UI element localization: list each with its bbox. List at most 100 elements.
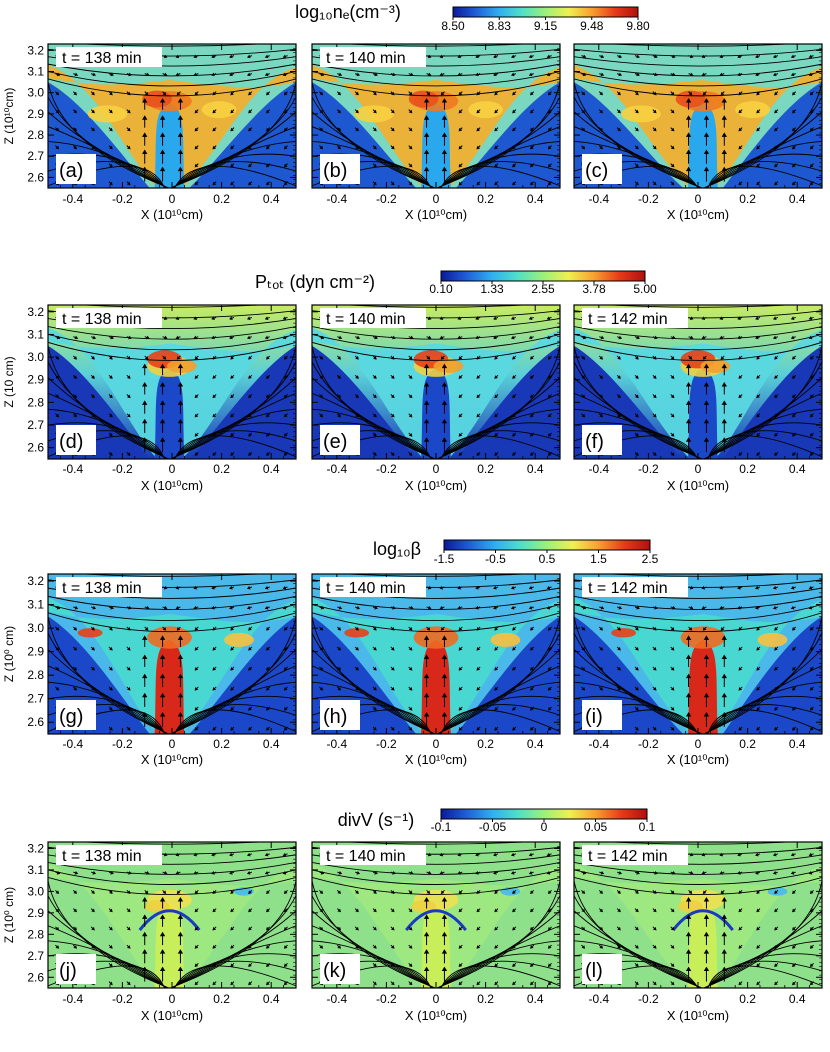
velocity-arrows (581, 852, 814, 986)
panel-b: -0.4 -0.2 0 0.2 0.4X (10¹⁰cm)t = 140 min(b) (311, 43, 561, 222)
velocity-arrowhead (194, 394, 199, 399)
stem (688, 103, 718, 188)
velocity-arrowhead (792, 963, 796, 967)
velocity-arrowhead (427, 585, 432, 590)
velocity-arrowhead (703, 692, 710, 698)
velocity-arrowhead (581, 687, 586, 691)
velocity-arrowhead (230, 91, 234, 96)
velocity-arrowhead (246, 316, 251, 320)
field-line (312, 612, 560, 633)
velocity-arrowhead (266, 413, 270, 418)
velocity-arrowhead (701, 316, 706, 320)
velocity-arrowhead (194, 413, 199, 418)
velocity-arrowhead (229, 72, 233, 77)
velocity-arrowhead (809, 981, 814, 986)
velocity-arrowhead (774, 890, 778, 894)
velocity-arrowhead (719, 335, 724, 340)
velocity-arrowhead (337, 356, 341, 360)
velocity-arrowhead (774, 908, 778, 913)
velocity-arrowhead (617, 627, 621, 631)
velocity-arrowhead (55, 890, 60, 894)
velocity-arrowhead (756, 127, 760, 132)
velocity-arrowhead (212, 908, 217, 913)
colorbar-tick-label: 8.50 (441, 19, 465, 33)
velocity-arrowhead (373, 394, 377, 399)
velocity-arrowhead (689, 316, 694, 320)
field-line (171, 392, 296, 459)
velocity-arrowhead (792, 627, 796, 631)
velocity-arrowhead (703, 98, 710, 103)
velocity-arrowhead (212, 91, 217, 96)
panel-tag-text: (h) (323, 706, 347, 728)
velocity-arrowhead (547, 163, 552, 168)
velocity-arrowhead (159, 363, 166, 369)
velocity-arrowhead (546, 852, 551, 857)
velocity-arrowhead (109, 127, 113, 132)
velocity-arrowhead (248, 109, 252, 114)
velocity-arrowhead (494, 926, 498, 931)
velocity-arrowhead (458, 647, 463, 651)
x-tick-label: 0.2 (213, 192, 230, 206)
velocity-arrowhead (689, 852, 694, 857)
velocity-arrowhead (408, 667, 413, 671)
velocity-arrowhead (194, 926, 199, 931)
field-line (172, 422, 296, 459)
panel-tag-text: (a) (59, 160, 83, 182)
time-label-bg (56, 577, 162, 597)
velocity-arrowhead (319, 127, 324, 132)
velocity-arrowhead (319, 91, 324, 96)
velocity-arrowhead (689, 585, 694, 590)
velocity-arrowhead (109, 687, 113, 691)
velocity-arrowhead (670, 926, 675, 931)
velocity-arrowhead (530, 413, 534, 418)
plasma-blob (87, 105, 128, 123)
velocity-arrowhead (337, 945, 341, 949)
velocity-arrowhead (670, 394, 675, 399)
velocity-arrowhead (512, 945, 516, 949)
velocity-arrowhead (547, 945, 552, 949)
velocity-arrowhead (337, 145, 341, 150)
x-axis-label: X (10¹⁰cm) (667, 478, 729, 493)
velocity-arrowhead (142, 914, 148, 919)
velocity-arrowhead (703, 166, 710, 172)
velocity-arrowhead (635, 908, 639, 913)
velocity-arrowhead (618, 605, 623, 610)
x-tick-label: 0.2 (739, 992, 756, 1006)
field-line (438, 140, 560, 188)
velocity-arrowhead (475, 54, 479, 59)
velocity-arrowhead (390, 145, 395, 150)
plasma-blob (735, 101, 770, 119)
colorbar-tick-label: 3.78 (582, 282, 606, 296)
panel-tag-text: (c) (585, 160, 608, 182)
velocity-arrowhead (248, 181, 252, 186)
x-tick-label: 0.2 (477, 992, 494, 1006)
velocity-arrowhead (283, 687, 288, 691)
panel-tag-bg (56, 154, 96, 184)
velocity-arrowhead (636, 605, 640, 610)
field-line (312, 334, 560, 351)
colorbar-tick-label: 0.5 (539, 552, 556, 566)
field-line (312, 695, 433, 734)
y-tick-label: 2.7 (27, 949, 44, 963)
x-tick-label: -0.2 (638, 462, 659, 476)
velocity-arrowhead (809, 181, 814, 186)
velocity-arrowhead (109, 647, 113, 651)
x-tick-label: 0 (433, 737, 440, 751)
velocity-arrowhead (530, 181, 534, 186)
velocity-arrowhead (774, 163, 778, 168)
velocity-arrowhead (581, 413, 586, 418)
velocity-arrowhead (512, 356, 516, 360)
velocity-arrowhead (73, 667, 77, 671)
velocity-arrowhead (792, 181, 796, 186)
velocity-arrowhead (476, 452, 481, 456)
velocity-arrowhead (337, 667, 341, 671)
velocity-arrowhead (74, 72, 79, 77)
velocity-arrowhead (162, 91, 167, 96)
field-line (703, 82, 822, 188)
field-line (75, 574, 268, 577)
colorbar-strip (452, 6, 639, 18)
velocity-arrowhead (530, 375, 534, 379)
velocity-arrowhead (109, 181, 113, 186)
panel-l: -0.4 -0.2 0 0.2 0.4X (10¹⁰cm)t = 142 min(l) (573, 841, 823, 1023)
velocity-arrowhead (426, 91, 431, 96)
